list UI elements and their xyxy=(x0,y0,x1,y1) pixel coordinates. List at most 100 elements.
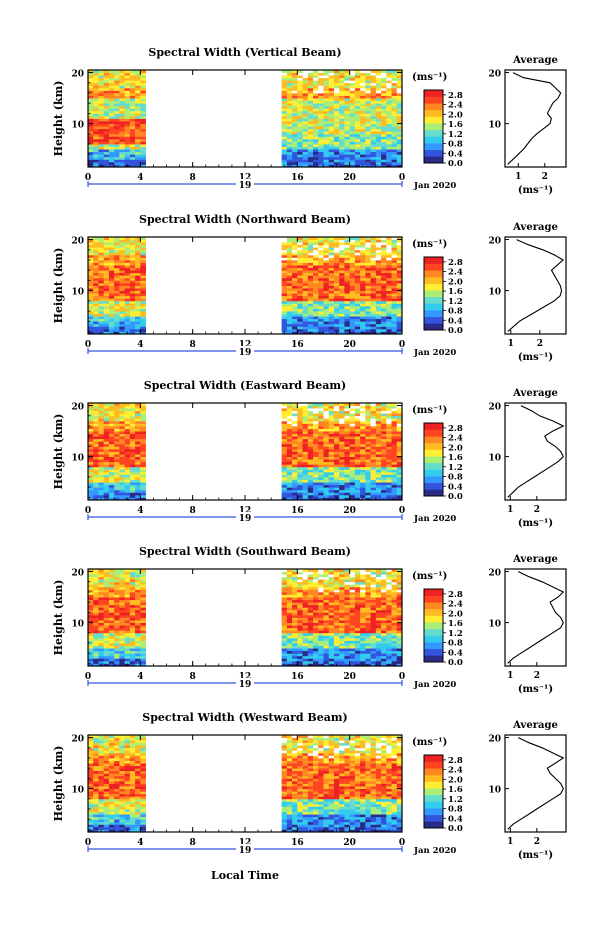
heatmap-cells xyxy=(88,735,403,833)
colorbar-segment xyxy=(424,788,443,796)
x-tick-label: 16 xyxy=(291,838,304,848)
colorbar-segment xyxy=(424,149,443,157)
colorbar-tick-label: 0.4 xyxy=(448,482,463,492)
x-tick-label: 0 xyxy=(399,340,405,350)
average-x-label: (ms⁻¹) xyxy=(518,185,553,196)
colorbar-segment xyxy=(424,482,443,490)
colorbar-tick-label: 2.8 xyxy=(448,258,463,268)
panel-4: Spectral Width (Southward Beam) Height (k… xyxy=(52,545,567,695)
colorbar-segment xyxy=(424,801,443,809)
avg-x-tick-label: 1 xyxy=(507,671,513,681)
colorbar-tick-label: 2.0 xyxy=(448,775,463,785)
colorbar-frame xyxy=(423,754,444,829)
average-profile-line xyxy=(507,405,565,498)
average-title: Average xyxy=(512,55,558,66)
x-tick-label: 12 xyxy=(239,173,252,183)
chart-title: Spectral Width (Vertical Beam) xyxy=(148,46,341,59)
avg-y-tick-label: 20 xyxy=(488,735,501,745)
avg-x-tick-label: 2 xyxy=(534,837,540,847)
colorbar-tick-label: 0.0 xyxy=(448,824,463,834)
x-tick-label: 0 xyxy=(399,672,405,682)
colorbar-segment xyxy=(424,442,443,450)
colorbar-tick-label: 0.4 xyxy=(448,648,463,658)
colorbar-segment xyxy=(424,595,443,603)
panel-3: Spectral Width (Eastward Beam) Height (km… xyxy=(52,379,567,529)
colorbar-tick-label: 0.4 xyxy=(448,316,463,326)
colorbar-tick-label: 0.0 xyxy=(448,658,463,668)
x-tick-label: 16 xyxy=(291,340,304,350)
day-label: 19 xyxy=(239,680,252,690)
colorbar-tick-label: 1.6 xyxy=(448,120,463,130)
colorbar-segment xyxy=(424,635,443,643)
x-tick-label: 0 xyxy=(85,838,91,848)
colorbar-tick-label: 0.4 xyxy=(448,149,463,159)
date-label: Jan 2020 xyxy=(413,348,456,358)
colorbar-tick-label: 2.4 xyxy=(448,101,463,111)
colorbar-segment xyxy=(424,602,443,610)
colorbar-segment xyxy=(424,469,443,477)
y-tick-label: 20 xyxy=(71,735,84,745)
avg-x-tick-label: 2 xyxy=(542,172,548,182)
date-label: Jan 2020 xyxy=(413,846,456,856)
colorbar-segment xyxy=(424,303,443,311)
x-tick-label: 12 xyxy=(239,672,252,682)
average-frame xyxy=(504,568,567,667)
colorbar-segment xyxy=(424,761,443,769)
average-profile: Average 1 2 10 20 (ms⁻¹) xyxy=(488,720,567,861)
colorbar-segment xyxy=(424,808,443,816)
avg-y-tick-label: 10 xyxy=(488,786,501,796)
colorbar-tick-label: 2.4 xyxy=(448,434,463,444)
x-tick-label: 20 xyxy=(343,838,356,848)
colorbar: 2.82.42.01.61.20.80.40.0 xyxy=(423,89,463,169)
colorbar-segment xyxy=(424,429,443,437)
avg-x-tick-label: 2 xyxy=(534,671,540,681)
colorbar-segment xyxy=(424,476,443,484)
average-frame xyxy=(504,734,567,833)
average-x-label: (ms⁻¹) xyxy=(518,352,553,363)
colorbar-frame xyxy=(423,422,444,497)
colorbar-segment xyxy=(424,296,443,304)
chart-title: Spectral Width (Eastward Beam) xyxy=(144,379,346,392)
x-tick-label: 8 xyxy=(190,340,196,350)
colorbar-segment xyxy=(424,270,443,278)
average-profile: Average 1 2 10 20 (ms⁻¹) xyxy=(488,388,567,529)
colorbar-tick-label: 0.8 xyxy=(448,805,463,815)
y-axis-label: Height (km) xyxy=(52,746,65,822)
colorbar-tick-label: 0.4 xyxy=(448,814,463,824)
colorbar-tick-label: 1.2 xyxy=(448,297,463,307)
avg-y-tick-label: 10 xyxy=(488,288,501,298)
colorbar-segment xyxy=(424,622,443,630)
colorbar-tick-label: 1.6 xyxy=(448,287,463,297)
x-tick-label: 4 xyxy=(137,340,143,350)
colorbar-segment xyxy=(424,109,443,117)
x-tick-label: 8 xyxy=(190,672,196,682)
colorbar-tick-label: 1.6 xyxy=(448,785,463,795)
y-axis-label: Height (km) xyxy=(52,580,65,656)
colorbar-segment xyxy=(424,489,443,497)
colorbar-tick-label: 1.2 xyxy=(448,795,463,805)
colorbar-frame xyxy=(423,256,444,331)
colorbar-segment xyxy=(424,283,443,291)
colorbar-unit: (ms⁻¹) xyxy=(412,405,447,416)
colorbar-segment xyxy=(424,116,443,124)
x-tick-label: 12 xyxy=(239,838,252,848)
x-tick-label: 12 xyxy=(239,506,252,516)
colorbar-segment xyxy=(424,276,443,284)
date-label: Jan 2020 xyxy=(413,514,456,524)
colorbar: 2.82.42.01.61.20.80.40.0 xyxy=(423,422,463,502)
colorbar-tick-label: 1.6 xyxy=(448,453,463,463)
colorbar-tick-label: 2.0 xyxy=(448,443,463,453)
avg-x-tick-label: 1 xyxy=(507,505,513,515)
colorbar-unit: (ms⁻¹) xyxy=(412,737,447,748)
colorbar-tick-label: 1.2 xyxy=(448,463,463,473)
average-frame xyxy=(504,402,567,501)
avg-x-tick-label: 1 xyxy=(507,837,513,847)
x-tick-label: 0 xyxy=(399,173,405,183)
colorbar-frame xyxy=(423,588,444,663)
x-tick-label: 4 xyxy=(137,506,143,516)
colorbar-segment xyxy=(424,456,443,464)
day-label-bg xyxy=(236,346,254,356)
avg-y-tick-label: 20 xyxy=(488,403,501,413)
average-profile-line xyxy=(507,239,565,332)
y-tick-label: 20 xyxy=(71,403,84,413)
